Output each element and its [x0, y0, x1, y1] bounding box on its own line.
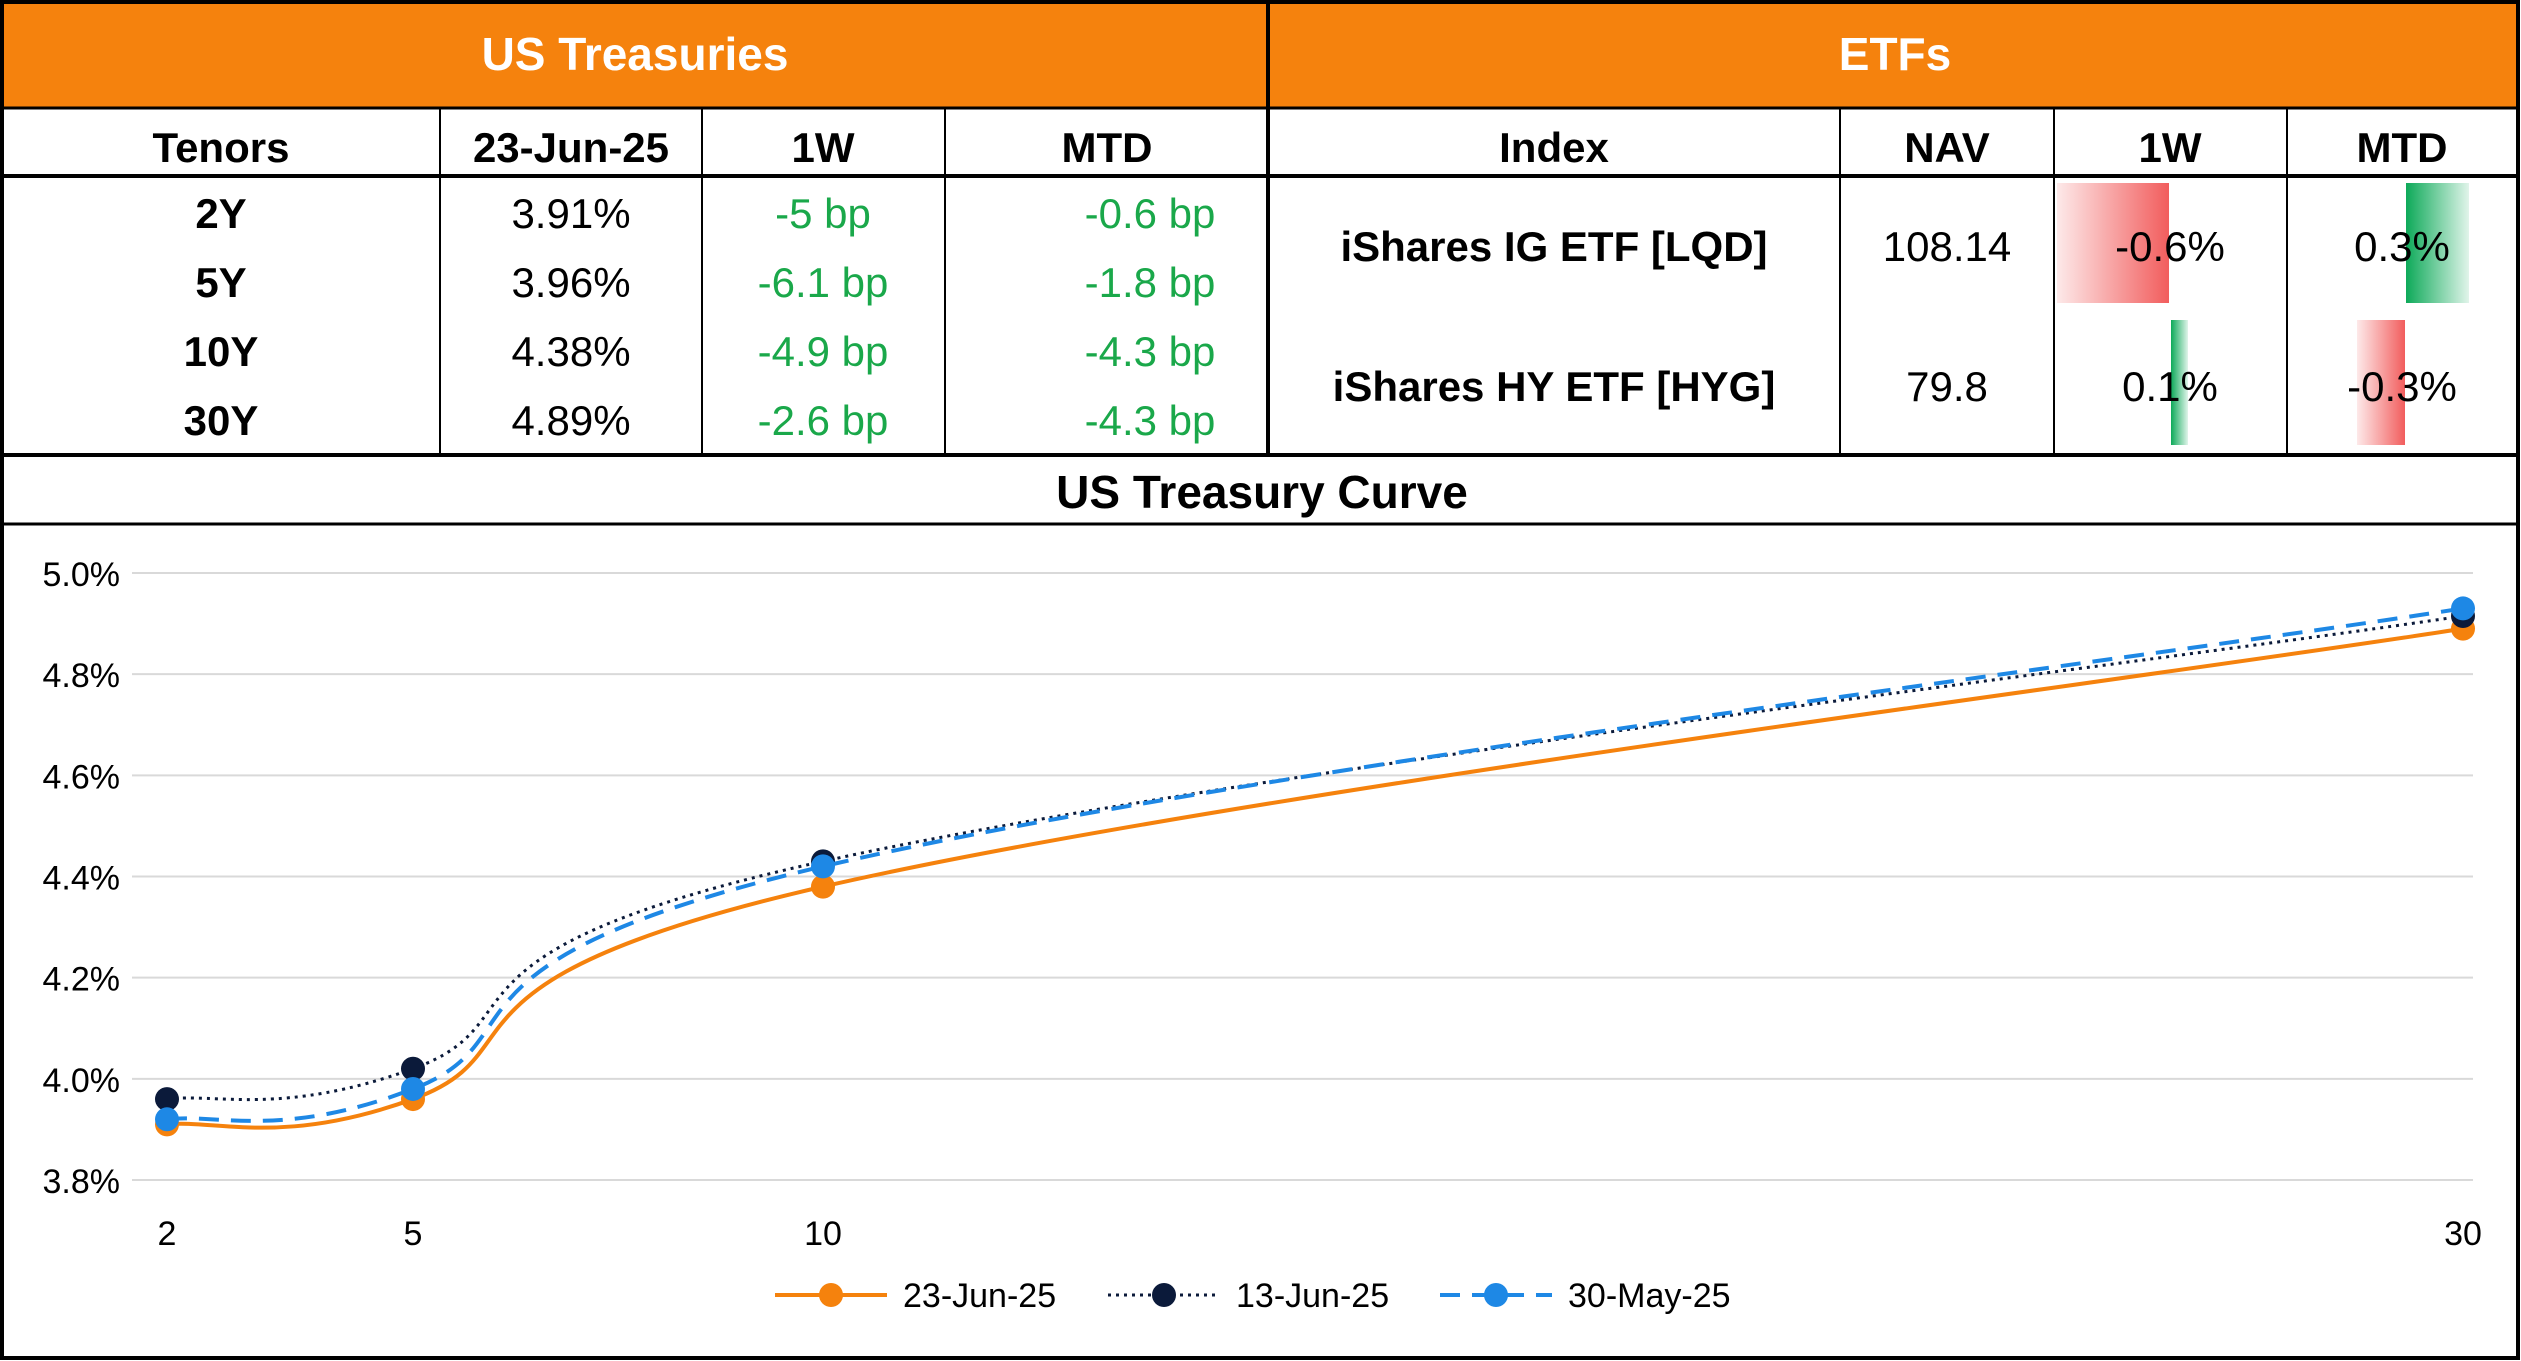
lqd-mtd-bar	[2406, 183, 2469, 303]
legend-marker	[1152, 1283, 1176, 1307]
legend-marker	[1484, 1283, 1508, 1307]
hyg-mtd-bar	[2357, 320, 2405, 445]
tenor-cell: 2Y	[195, 190, 246, 237]
etf-index-cell: iShares IG ETF [LQD]	[1340, 223, 1767, 270]
yield-cell: 4.89%	[511, 397, 630, 444]
change-1w-cell: -2.6 bp	[758, 397, 889, 444]
y-tick-label: 4.4%	[43, 860, 121, 898]
x-tick-label: 5	[404, 1215, 423, 1253]
treasuries-header-date: 23-Jun-25	[473, 124, 669, 171]
etf-nav-cell: 108.14	[1883, 223, 2011, 270]
tenor-cell: 30Y	[184, 397, 259, 444]
tenor-cell: 5Y	[195, 259, 246, 306]
change-1w-cell: -6.1 bp	[758, 259, 889, 306]
data-point	[2451, 596, 2475, 621]
legend-item: 23-Jun-25	[775, 1277, 1056, 1315]
x-tick-label: 30	[2444, 1215, 2482, 1253]
table-row: 5Y 3.96% -6.1 bp -1.8 bp	[195, 259, 1215, 306]
change-mtd-cell: -4.3 bp	[1085, 397, 1216, 444]
lqd-1w-bar	[2057, 183, 2169, 303]
yield-cell: 3.91%	[511, 190, 630, 237]
y-tick-label: 4.6%	[43, 758, 121, 796]
x-axis-ticks: 2 5 10 30	[158, 1215, 2482, 1253]
header-bar	[2, 2, 2518, 108]
series-line	[166, 614, 2464, 1102]
series-30-May-25	[155, 596, 2475, 1132]
etfs-header-nav: NAV	[1904, 124, 1990, 171]
legend-label: 23-Jun-25	[903, 1277, 1056, 1315]
data-point	[811, 874, 835, 899]
hyg-1w-bar	[2171, 320, 2188, 445]
legend-label: 30-May-25	[1568, 1277, 1731, 1315]
etf-index-cell: iShares HY ETF [HYG]	[1333, 363, 1776, 410]
change-mtd-cell: -4.3 bp	[1085, 328, 1216, 375]
yield-cell: 4.38%	[511, 328, 630, 375]
change-mtd-cell: -1.8 bp	[1085, 259, 1216, 306]
table-row: 10Y 4.38% -4.9 bp -4.3 bp	[184, 328, 1216, 375]
data-point	[155, 1107, 179, 1132]
change-1w-cell: -4.9 bp	[758, 328, 889, 375]
chart-legend: 23-Jun-25 13-Jun-25 30-May-25	[775, 1277, 1731, 1315]
y-tick-label: 4.2%	[43, 961, 121, 999]
series-line	[166, 606, 2464, 1123]
y-axis-ticks: 3.8% 4.0% 4.2% 4.4% 4.6% 4.8% 5.0%	[43, 556, 121, 1201]
etfs-header-1w: 1W	[2139, 124, 2202, 171]
data-point	[401, 1056, 425, 1081]
treasury-curve-chart: 3.8% 4.0% 4.2% 4.4% 4.6% 4.8% 5.0% 2 5 10 30 23-J…	[43, 556, 2482, 1315]
etf-1w-cell: 0.1%	[2122, 363, 2218, 410]
series-13-Jun-25	[155, 603, 2475, 1112]
treasuries-header-tenors: Tenors	[153, 124, 290, 171]
etf-nav-cell: 79.8	[1906, 363, 1988, 410]
x-tick-label: 2	[158, 1215, 177, 1253]
etfs-title: ETFs	[1839, 28, 1951, 80]
y-tick-label: 4.0%	[43, 1062, 121, 1100]
series-line	[166, 626, 2464, 1130]
chart-series	[155, 596, 2475, 1137]
data-point	[155, 1087, 179, 1112]
table-row: iShares IG ETF [LQD] 108.14 -0.6% 0.3%	[1340, 223, 2449, 270]
tenor-cell: 10Y	[184, 328, 259, 375]
legend-item: 13-Jun-25	[1108, 1277, 1389, 1315]
y-tick-label: 3.8%	[43, 1163, 121, 1201]
etfs-header-mtd: MTD	[2357, 124, 2448, 171]
treasuries-header-1w: 1W	[792, 124, 855, 171]
treasuries-title: US Treasuries	[482, 28, 789, 80]
y-tick-label: 4.8%	[43, 657, 121, 695]
change-1w-cell: -5 bp	[775, 190, 871, 237]
legend-marker	[819, 1283, 843, 1307]
chart-gridlines	[132, 572, 2473, 1181]
etfs-header-index: Index	[1499, 124, 1609, 171]
table-row: 2Y 3.91% -5 bp -0.6 bp	[195, 190, 1215, 237]
treasuries-header-mtd: MTD	[1062, 124, 1153, 171]
y-tick-label: 5.0%	[43, 556, 121, 594]
legend-item: 30-May-25	[1440, 1277, 1731, 1315]
table-row: iShares HY ETF [HYG] 79.8 0.1% -0.3%	[1333, 363, 2457, 410]
etf-mtd-cell: -0.3%	[2347, 363, 2457, 410]
table-row: 30Y 4.89% -2.6 bp -4.3 bp	[184, 397, 1216, 444]
data-point	[401, 1076, 425, 1101]
change-mtd-cell: -0.6 bp	[1085, 190, 1216, 237]
etf-mtd-cell: 0.3%	[2354, 223, 2450, 270]
chart-title: US Treasury Curve	[1056, 466, 1468, 518]
yield-cell: 3.96%	[511, 259, 630, 306]
etf-1w-cell: -0.6%	[2115, 223, 2225, 270]
x-tick-label: 10	[804, 1215, 842, 1253]
legend-label: 13-Jun-25	[1236, 1277, 1389, 1315]
data-point	[811, 854, 835, 879]
